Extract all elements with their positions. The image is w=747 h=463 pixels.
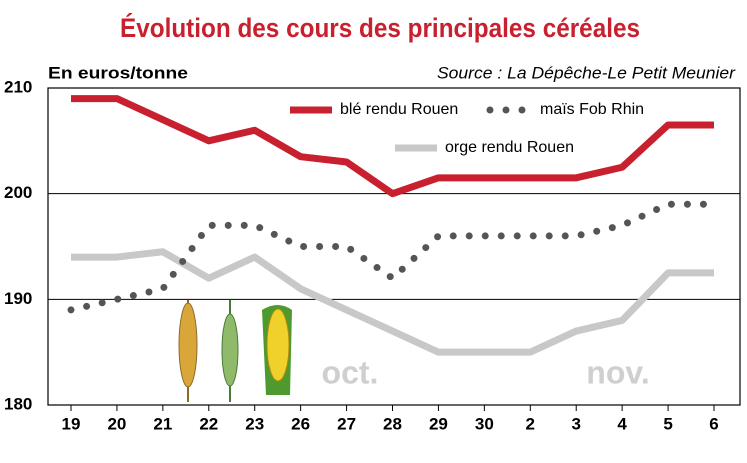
x-tick-label: 28 — [383, 414, 402, 433]
legend-label: blé rendu Rouen — [340, 101, 458, 118]
y-tick-label: 200 — [4, 183, 32, 202]
x-tick-label: 26 — [291, 414, 310, 433]
series-line — [71, 248, 714, 356]
series-line — [71, 95, 714, 198]
chart-title: Évolution des cours des principales céré… — [120, 12, 640, 43]
y-tick-label: 180 — [4, 394, 32, 413]
month-annotation: nov. — [586, 354, 649, 390]
source: Source : La Dépêche-Le Petit Meunier — [437, 63, 736, 82]
x-tick-label: 19 — [62, 414, 81, 433]
x-tick-label: 6 — [709, 414, 718, 433]
month-annotation: oct. — [322, 354, 379, 390]
x-tick-label: 23 — [245, 414, 264, 433]
x-tick-label: 21 — [153, 414, 172, 433]
y-tick-label: 210 — [4, 77, 32, 96]
x-tick-label: 27 — [337, 414, 356, 433]
x-tick-label: 4 — [617, 414, 627, 433]
x-tick-label: 2 — [526, 414, 535, 433]
x-tick-label: 5 — [663, 414, 672, 433]
y-axis-label: En euros/tonne — [48, 63, 188, 82]
legend-label: maïs Fob Rhin — [540, 101, 644, 118]
series-line — [67, 200, 718, 314]
y-tick-label: 190 — [4, 289, 32, 308]
x-tick-label: 29 — [429, 414, 448, 433]
grain-illustration — [178, 300, 292, 402]
x-tick-label: 3 — [571, 414, 580, 433]
x-tick-label: 20 — [107, 414, 126, 433]
x-tick-label: 22 — [199, 414, 218, 433]
x-tick-label: 30 — [475, 414, 494, 433]
legend-label: orge rendu Rouen — [445, 139, 574, 156]
